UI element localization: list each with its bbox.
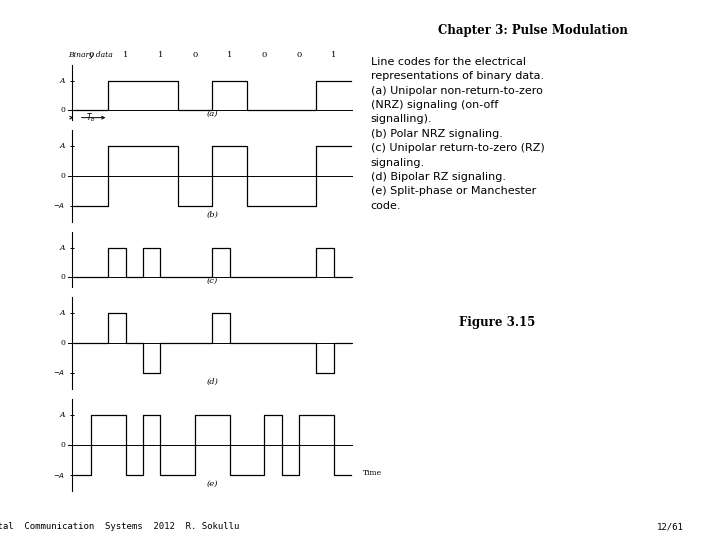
- Text: Chapter 3: Pulse Modulation: Chapter 3: Pulse Modulation: [438, 24, 628, 37]
- Text: (a): (a): [207, 110, 218, 118]
- Text: 1: 1: [227, 51, 233, 59]
- Text: (c): (c): [207, 277, 218, 285]
- Text: 0: 0: [60, 339, 65, 347]
- Text: 0: 0: [192, 51, 197, 59]
- Text: 0: 0: [297, 51, 302, 59]
- Text: A: A: [60, 244, 65, 252]
- Text: $-A$: $-A$: [53, 470, 65, 480]
- Text: 1: 1: [331, 51, 336, 59]
- Text: (d): (d): [207, 377, 218, 386]
- Text: A: A: [60, 142, 65, 150]
- Text: 0: 0: [60, 172, 65, 180]
- Text: (b): (b): [207, 211, 218, 219]
- Text: 1: 1: [158, 51, 163, 59]
- Text: A: A: [60, 411, 65, 420]
- Text: 0: 0: [262, 51, 267, 59]
- Text: 0: 0: [89, 51, 94, 59]
- Text: 1: 1: [123, 51, 128, 59]
- Text: $-A$: $-A$: [53, 201, 65, 211]
- Text: Binary data: Binary data: [68, 51, 113, 59]
- Text: Time: Time: [363, 469, 382, 477]
- Text: A: A: [60, 77, 65, 85]
- Text: (e): (e): [207, 480, 218, 488]
- Text: $T_b$: $T_b$: [86, 111, 96, 124]
- Text: 0: 0: [60, 441, 65, 449]
- Text: 12/61: 12/61: [657, 522, 684, 531]
- Text: Line codes for the electrical
representations of binary data.
(a) Unipolar non-r: Line codes for the electrical representa…: [371, 57, 544, 211]
- Text: 0: 0: [60, 273, 65, 281]
- Text: 0: 0: [60, 106, 65, 114]
- Text: A: A: [60, 309, 65, 318]
- Text: Digital  Communication  Systems  2012  R. Sokullu: Digital Communication Systems 2012 R. So…: [0, 522, 240, 531]
- Text: $-A$: $-A$: [53, 368, 65, 377]
- Text: Figure 3.15: Figure 3.15: [459, 316, 535, 329]
